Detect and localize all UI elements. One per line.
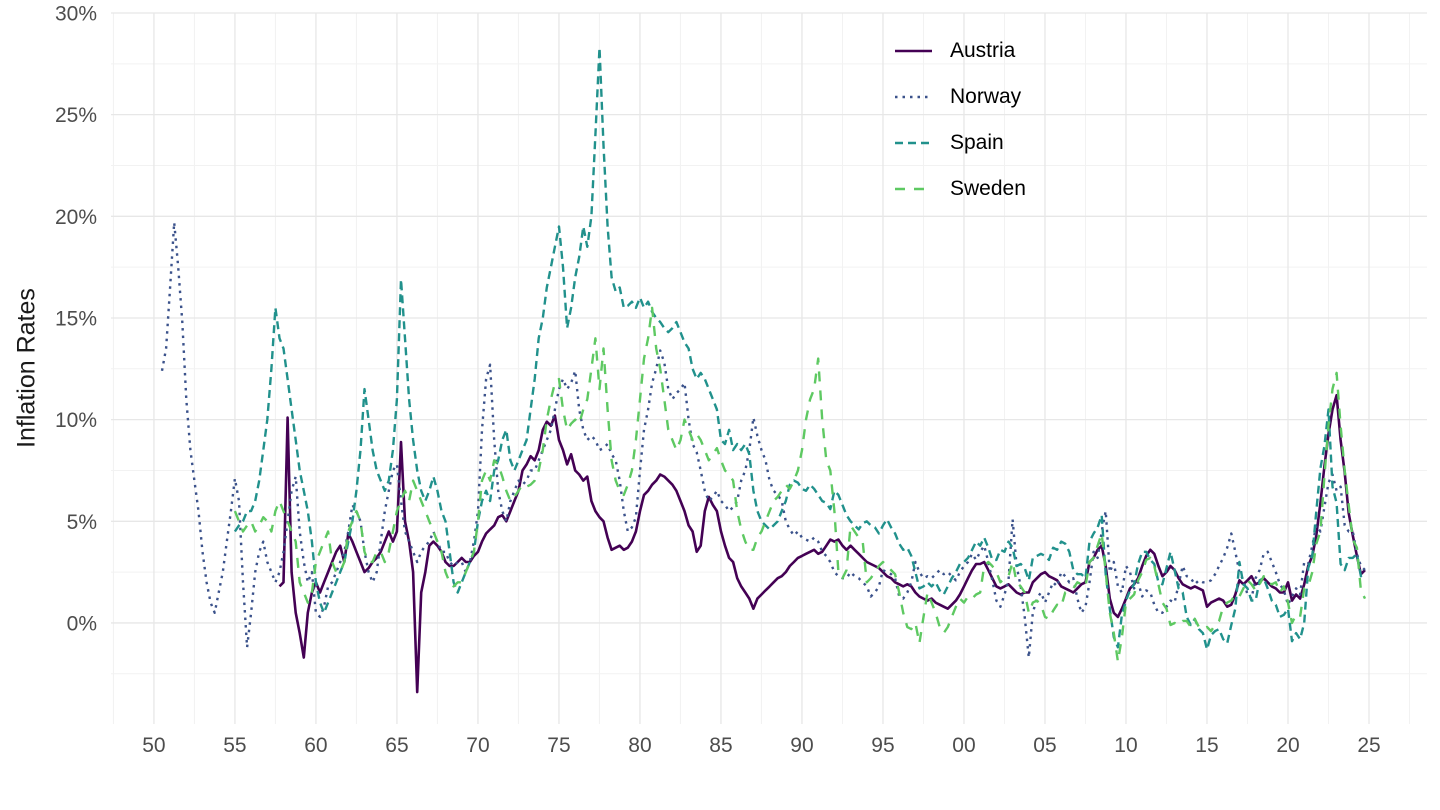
x-tick-label: 55 [223, 734, 246, 757]
legend-line-austria-icon [895, 49, 932, 53]
x-tick-label: 25 [1357, 734, 1380, 757]
y-axis-title: Inflation Rates [12, 288, 41, 448]
legend-label-spain: Spain [950, 131, 1004, 154]
y-tick-label: 30% [55, 3, 97, 26]
x-tick-label: 50 [142, 734, 165, 757]
x-tick-label: 20 [1276, 734, 1299, 757]
legend-item-austria: Austria [892, 28, 1026, 74]
legend: Austria Norway Spain Sweden [892, 28, 1026, 212]
x-tick-label: 90 [790, 734, 813, 757]
series-line-austria [278, 393, 1366, 694]
legend-label-norway: Norway [950, 85, 1022, 108]
x-tick-label: 85 [709, 734, 732, 757]
x-tick-label: 00 [952, 734, 975, 757]
legend-line-sweden-icon [895, 187, 932, 191]
x-tick-label: 75 [547, 734, 570, 757]
y-tick-label: 25% [55, 104, 97, 127]
x-tick-label: 15 [1195, 734, 1218, 757]
x-tick-label: 80 [628, 734, 651, 757]
series-line-spain [233, 46, 1366, 651]
x-tick-label: 05 [1033, 734, 1056, 757]
series-lines [160, 46, 1367, 694]
x-tick-label: 95 [871, 734, 894, 757]
x-tick-label: 60 [304, 734, 327, 757]
legend-label-sweden: Sweden [950, 177, 1026, 200]
y-tick-label: 0% [67, 612, 97, 635]
y-tick-label: 10% [55, 409, 97, 432]
y-axis-tick-labels: 0% 5% 10% 15% 20% 25% 30% [55, 3, 97, 636]
y-tick-label: 15% [55, 307, 97, 330]
series-line-norway [160, 221, 1366, 659]
legend-item-sweden: Sweden [892, 166, 1026, 212]
legend-item-norway: Norway [892, 74, 1026, 120]
y-tick-label: 5% [67, 511, 97, 534]
legend-item-spain: Spain [892, 120, 1026, 166]
legend-line-norway-icon [895, 95, 932, 99]
x-tick-label: 65 [385, 734, 408, 757]
legend-line-spain-icon [895, 141, 932, 145]
y-tick-label: 20% [55, 206, 97, 229]
x-tick-label: 70 [466, 734, 489, 757]
legend-label-austria: Austria [950, 39, 1016, 62]
series-line-sweden [233, 306, 1367, 663]
x-axis-tick-labels: 50 55 60 65 70 75 80 85 90 95 00 05 10 15 20 25 [142, 734, 1380, 757]
x-tick-label: 10 [1114, 734, 1137, 757]
